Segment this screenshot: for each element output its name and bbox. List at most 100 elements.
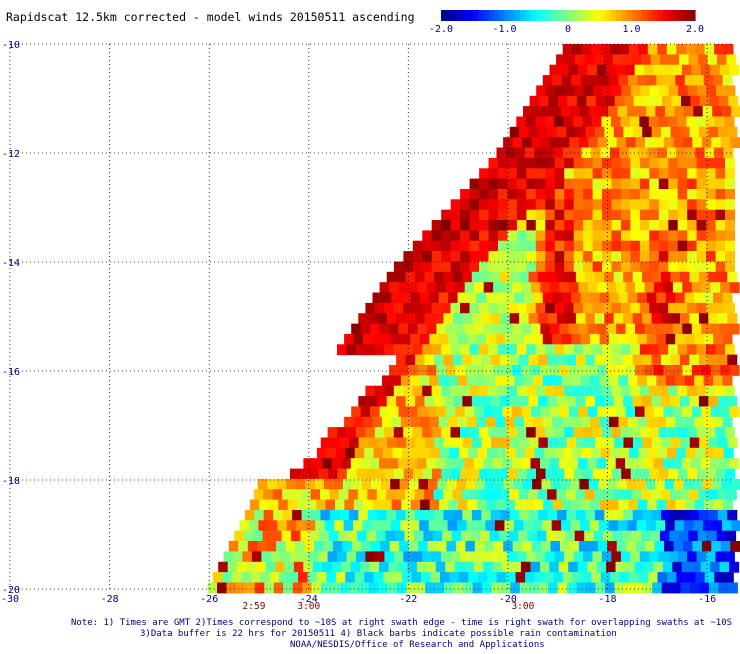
heatmap-cell [639, 385, 650, 397]
heatmap-cell [633, 582, 644, 594]
heatmap-cell [443, 271, 454, 283]
heatmap-cell [549, 561, 560, 573]
x-tick-label: -18 [598, 594, 616, 605]
heatmap-cell [630, 178, 641, 190]
heatmap-cell [310, 489, 321, 501]
heatmap-cell [508, 530, 519, 542]
heatmap-cell [618, 292, 629, 304]
heatmap-cell [645, 478, 656, 490]
heatmap-cell [695, 572, 706, 583]
heatmap-cell [403, 344, 414, 356]
heatmap-cell [727, 354, 738, 366]
heatmap-cell [419, 520, 430, 532]
heatmap-cell [499, 489, 510, 501]
heatmap-cell [441, 240, 452, 252]
heatmap-cell [716, 85, 726, 97]
heatmap-cell [654, 541, 665, 552]
heatmap-cell [583, 157, 594, 169]
heatmap-cell [651, 396, 662, 407]
heatmap-cell [379, 406, 390, 418]
heatmap-cell [621, 157, 631, 169]
heatmap-cell [497, 302, 508, 314]
heatmap-cell [362, 520, 373, 532]
heatmap-cell [391, 416, 402, 428]
heatmap-cell [541, 541, 551, 552]
heatmap-cell [706, 178, 717, 190]
heatmap-cell [696, 302, 707, 314]
heatmap-cell [641, 54, 652, 66]
heatmap-cell [587, 365, 598, 376]
heatmap-cell [557, 510, 567, 521]
heatmap-cell [479, 189, 490, 200]
heatmap-cell [479, 199, 490, 211]
heatmap-cell [538, 582, 549, 594]
heatmap-cell [591, 44, 602, 55]
heatmap-cell [594, 354, 605, 366]
heatmap-cell [469, 189, 480, 200]
heatmap-cell [729, 365, 740, 376]
heatmap-cell [494, 520, 505, 532]
heatmap-cell [455, 323, 466, 335]
heatmap-cell [625, 282, 636, 294]
heatmap-cell [550, 137, 561, 149]
heatmap-cell [666, 499, 677, 511]
heatmap-cell [289, 551, 300, 563]
heatmap-cell [604, 396, 615, 407]
heatmap-cell [507, 251, 518, 262]
heatmap-cell [535, 251, 546, 262]
heatmap-cell [426, 365, 437, 376]
heatmap-cell [441, 251, 452, 262]
heatmap-cell [455, 541, 466, 552]
heatmap-cell [516, 189, 527, 200]
heatmap-cell [273, 510, 284, 521]
heatmap-cell [706, 168, 717, 180]
heatmap-cell [284, 561, 295, 573]
heatmap-cell [365, 302, 376, 314]
heatmap-cell [446, 478, 457, 490]
heatmap-cell [450, 468, 461, 480]
heatmap-cell [626, 137, 637, 149]
x-tick-label: -26 [200, 594, 218, 605]
heatmap-cell [542, 333, 553, 345]
heatmap-cell [685, 447, 696, 459]
heatmap-cell [545, 209, 556, 221]
heatmap-cell [713, 375, 724, 387]
heatmap-cell [275, 561, 285, 573]
heatmap-cell [407, 458, 418, 470]
heatmap-cell [600, 572, 611, 583]
heatmap-cell [590, 416, 601, 428]
heatmap-cell [581, 44, 592, 55]
heatmap-cell [334, 520, 345, 532]
heatmap-cell [452, 313, 463, 325]
heatmap-cell [360, 323, 371, 335]
heatmap-cell [267, 478, 278, 490]
heatmap-cell [384, 468, 395, 480]
heatmap-cell [545, 302, 556, 314]
heatmap-cell [481, 510, 492, 521]
heatmap-cell [449, 572, 460, 583]
heatmap-cell [349, 437, 360, 449]
heatmap-cell [717, 313, 728, 325]
heatmap-cell [488, 251, 499, 262]
x-tick-label: -20 [499, 594, 517, 605]
heatmap-cell [349, 582, 360, 594]
heatmap-cell [456, 478, 467, 490]
heatmap-cell [663, 406, 674, 418]
heatmap-cell [665, 375, 676, 387]
heatmap-cell [491, 437, 502, 449]
heatmap-cell [666, 447, 677, 459]
heatmap-cell [476, 499, 487, 511]
x-tick-label: -22 [399, 594, 417, 605]
heatmap-cell [528, 510, 539, 521]
heatmap-cell [354, 447, 365, 459]
heatmap-cell [564, 168, 575, 180]
heatmap-cell [649, 189, 660, 200]
heatmap-cell [519, 271, 530, 283]
heatmap-cell [606, 458, 617, 470]
heatmap-cell [676, 44, 687, 55]
heatmap-cell [657, 447, 668, 459]
heatmap-cell [713, 499, 724, 511]
heatmap-cell [715, 189, 726, 200]
heatmap-cell [464, 282, 475, 294]
heatmap-cell [422, 468, 433, 480]
